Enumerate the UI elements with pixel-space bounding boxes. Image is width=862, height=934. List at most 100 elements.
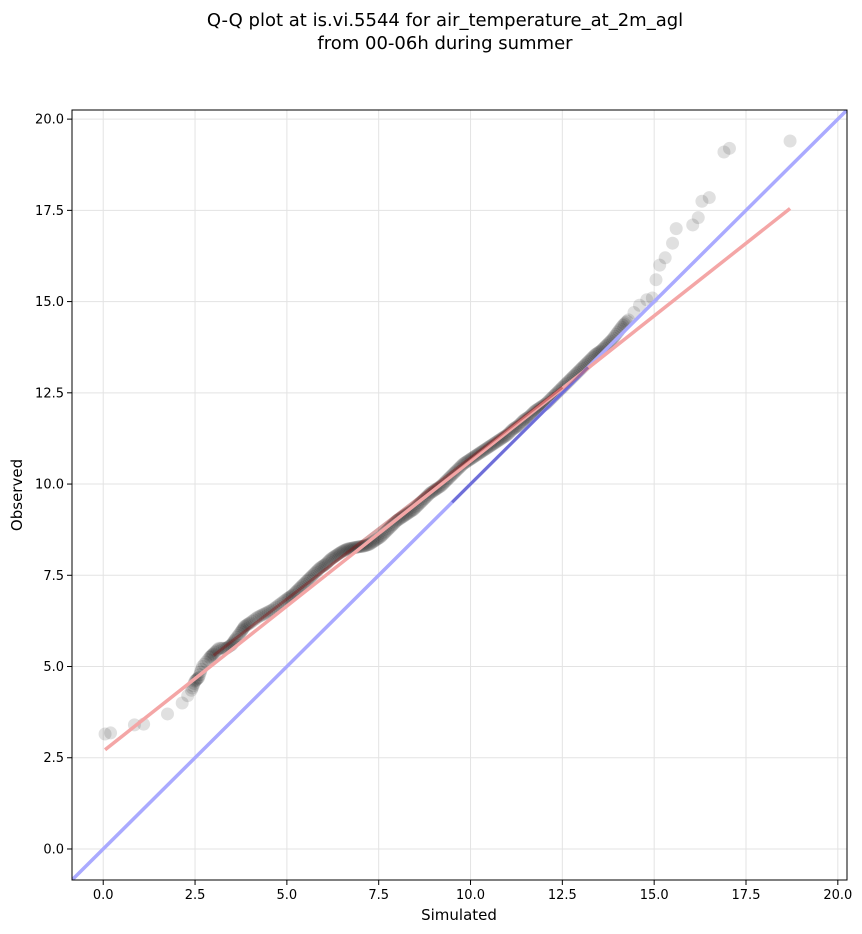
data-point (307, 566, 321, 580)
data-point-dense (245, 614, 259, 628)
y-tick-label: 12.5 (35, 386, 64, 401)
data-point (160, 707, 174, 721)
data-point-dense (231, 628, 245, 642)
reference-lines (72, 110, 847, 880)
data-point (212, 641, 226, 655)
data-point (717, 145, 731, 159)
data-point-dense (205, 648, 219, 662)
data-point-dense (201, 653, 215, 667)
data-point (401, 506, 415, 520)
data-point-dense (338, 543, 352, 557)
data-point-dense (237, 621, 251, 635)
data-point-dense (317, 558, 331, 572)
chart-title-line1: Q-Q plot at is.vi.5544 for air_temperatu… (207, 10, 683, 31)
data-point-dense (402, 505, 416, 519)
data-point-dense (305, 569, 319, 583)
data-point (206, 647, 220, 661)
data-point-dense (408, 501, 422, 515)
y-tick-label: 17.5 (35, 204, 64, 219)
data-point (363, 537, 377, 551)
data-point (203, 650, 217, 664)
data-point-dense (601, 337, 615, 351)
data-point (632, 298, 646, 312)
x-axis-ticks: 0.0 2.5 5.0 7.5 10.0 12.5 15.0 17.5 20.0 (93, 880, 852, 903)
y-axis-ticks: 0.0 2.5 5.0 7.5 10.0 12.5 15.0 17.5 20.0 (35, 113, 72, 857)
data-point (98, 727, 112, 741)
data-point-dense (256, 608, 270, 622)
data-point (318, 557, 332, 571)
data-point-dense (309, 565, 323, 579)
chart-title-line2: from 00-06h during summer (317, 33, 573, 54)
data-point-dense (312, 562, 326, 576)
data-point (258, 607, 272, 621)
fit-line (103, 207, 792, 752)
data-point (250, 610, 264, 624)
data-point-dense (263, 604, 277, 618)
data-point-dense (214, 641, 228, 655)
data-point-dense (252, 609, 266, 623)
data-point (175, 696, 189, 710)
data-point-dense (314, 560, 328, 574)
data-point-dense (409, 500, 423, 514)
data-point (666, 236, 680, 250)
x-tick-label: 7.5 (368, 888, 389, 903)
identity-line-dense-segment (451, 366, 590, 504)
data-point-dense (380, 523, 394, 537)
data-point-dense (602, 336, 616, 350)
y-tick-label: 10.0 (35, 478, 64, 493)
data-point-dense (294, 580, 308, 594)
data-point-dense (339, 543, 353, 557)
data-point (702, 191, 716, 205)
data-point (234, 625, 248, 639)
plot-frame (71, 109, 848, 881)
data-point (605, 333, 619, 347)
data-point-dense (327, 550, 341, 564)
data-point-dense (306, 568, 320, 582)
data-point-dense (235, 623, 249, 637)
data-point-dense (383, 520, 397, 534)
data-point (658, 251, 672, 265)
data-point-dense (331, 547, 345, 561)
data-point (184, 683, 198, 697)
data-point-dense (342, 542, 356, 556)
data-point-dense (334, 545, 348, 559)
x-tick-label: 17.5 (732, 888, 761, 903)
data-point-dense (328, 549, 342, 563)
data-point-dense (242, 617, 256, 631)
grid-lines (72, 110, 847, 880)
data-point (691, 211, 705, 225)
y-tick-label: 7.5 (43, 569, 64, 584)
data-point-dense (208, 645, 222, 659)
data-point (649, 273, 663, 287)
identity-line (72, 110, 847, 880)
data-point-dense (404, 504, 418, 518)
data-point (669, 222, 683, 236)
data-point-dense (233, 627, 247, 641)
data-point-dense (236, 622, 250, 636)
data-point (640, 293, 654, 307)
data-point-dense (216, 641, 230, 655)
data-point-dense (350, 540, 364, 554)
data-point-dense (249, 612, 263, 626)
data-point (627, 306, 641, 320)
data-point-dense (209, 644, 223, 658)
data-point-dense (254, 608, 268, 622)
x-axis-label: Simulated (421, 906, 497, 924)
data-point-dense (604, 334, 618, 348)
x-tick-label: 2.5 (185, 888, 206, 903)
data-point (296, 577, 310, 591)
data-point-dense (316, 559, 330, 573)
data-point-dense (332, 546, 346, 560)
data-point-dense (240, 618, 254, 632)
data-point (329, 548, 343, 562)
data-points (98, 134, 797, 741)
x-tick-label: 10.0 (456, 888, 485, 903)
data-point-dense (247, 613, 261, 627)
data-point-dense (325, 551, 339, 565)
data-point (783, 134, 797, 148)
data-point-dense (382, 522, 396, 536)
fit-line-dense-segment (212, 386, 564, 657)
data-point-dense (321, 555, 335, 569)
x-tick-label: 20.0 (823, 888, 852, 903)
